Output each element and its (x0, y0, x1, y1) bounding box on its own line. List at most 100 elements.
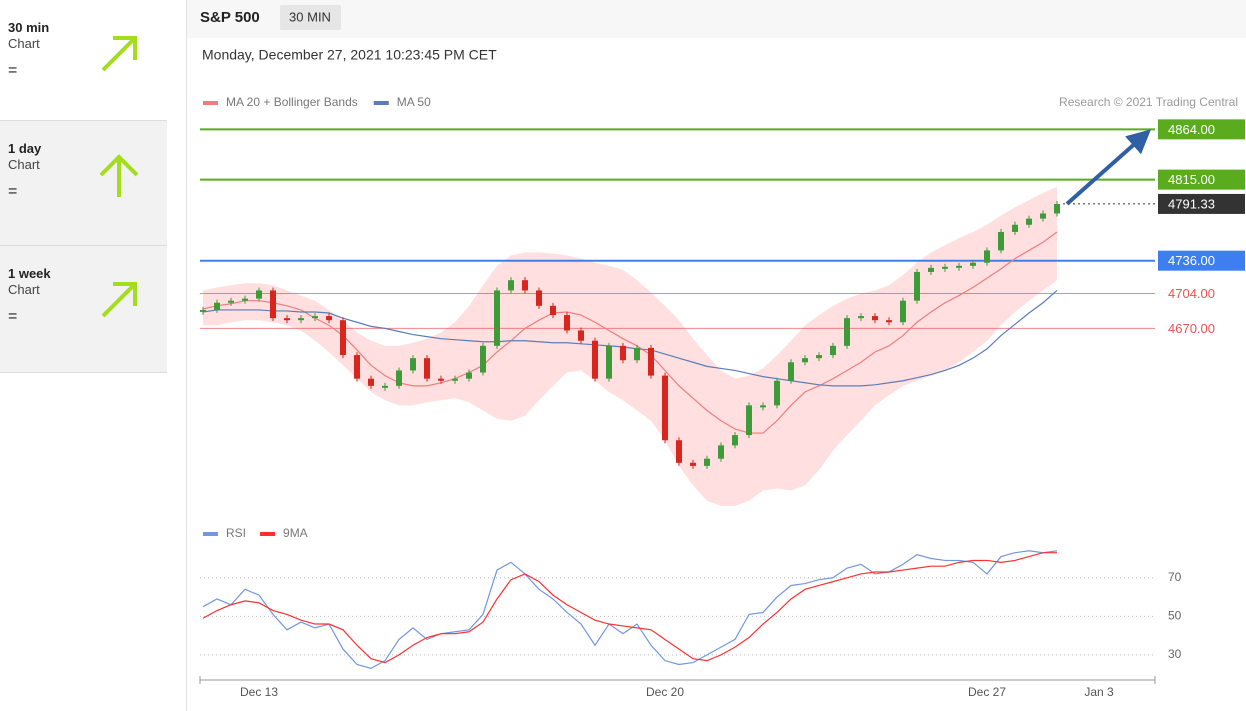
timestamp: Monday, December 27, 2021 10:23:45 PM CE… (202, 47, 497, 63)
candle (606, 345, 612, 379)
attribution: Research © 2021 Trading Central (1059, 95, 1238, 109)
legend-label: MA 20 + Bollinger Bands (226, 95, 358, 109)
level-label: 4704.00 (1168, 286, 1215, 301)
candle (480, 345, 486, 373)
timeframe-panel[interactable]: 30 min Chart = (0, 0, 167, 121)
chart-title: S&P 500 (200, 9, 260, 26)
candle (1054, 203, 1060, 214)
candle (214, 302, 220, 310)
candle (942, 266, 948, 269)
candle (564, 315, 570, 331)
level-label: 4791.33 (1168, 196, 1215, 211)
level-label: 4736.00 (1168, 253, 1215, 268)
candle (578, 330, 584, 341)
candle (550, 305, 556, 316)
legend-swatch (373, 101, 389, 105)
bollinger-band (203, 186, 1057, 506)
candle (872, 316, 878, 321)
rsi-line (202, 552, 1057, 664)
candle (774, 380, 780, 406)
candle (536, 290, 542, 306)
candle (1026, 218, 1032, 225)
candle (760, 405, 766, 408)
legend-swatch (203, 101, 218, 105)
candle (718, 445, 724, 459)
timeframe-panel[interactable]: 1 day Chart = (0, 121, 167, 246)
legend-swatch (203, 532, 218, 536)
candle (312, 316, 318, 319)
y-tick-label: 50 (1168, 608, 1182, 622)
y-tick-label: 70 (1168, 570, 1182, 584)
period: 1 day (8, 141, 42, 156)
candle (886, 320, 892, 323)
interval: 30 MIN (289, 9, 331, 24)
candle (396, 370, 402, 386)
candle (452, 378, 458, 381)
level-label: 4670.00 (1168, 321, 1215, 336)
candle (298, 318, 304, 321)
candle (662, 375, 668, 441)
candle (998, 231, 1004, 251)
candle (690, 462, 696, 466)
candle (438, 378, 444, 381)
candle (382, 385, 388, 388)
candle (466, 372, 472, 379)
candle (928, 267, 934, 272)
candle (914, 271, 920, 301)
candle (648, 347, 654, 376)
candle (620, 345, 626, 361)
level-box (1158, 119, 1245, 140)
candle (704, 458, 710, 466)
interval-badge[interactable] (280, 5, 341, 30)
candle (858, 316, 864, 319)
sidebar: 30 min Chart = 1 day Chart = 1 week Char… (0, 0, 167, 711)
candle (732, 435, 738, 446)
legend-swatch (260, 532, 276, 536)
candle (788, 362, 794, 381)
trend-arrow (101, 36, 137, 72)
status: = (8, 62, 18, 79)
candle (830, 345, 836, 356)
candle (242, 298, 248, 301)
kind: Chart (8, 157, 40, 172)
candle (410, 358, 416, 371)
legend-label: MA 50 (397, 95, 431, 109)
ma-line (202, 289, 1058, 387)
candle (676, 440, 682, 463)
candle (984, 250, 990, 263)
period: 1 week (8, 266, 51, 281)
candle (956, 265, 962, 268)
trend-arrow (99, 154, 139, 197)
candle (802, 358, 808, 363)
candle (1012, 224, 1018, 232)
candle (1040, 213, 1046, 219)
kind: Chart (8, 282, 40, 297)
candle (508, 280, 514, 291)
candle (634, 347, 640, 361)
x-tick-label: Dec 27 (968, 685, 1006, 699)
candle (494, 290, 500, 346)
candle (326, 316, 332, 321)
candle (368, 378, 374, 386)
level-box (1158, 250, 1245, 271)
candle (844, 318, 850, 346)
candle (200, 309, 206, 312)
candle (284, 318, 290, 321)
trend-arrow (101, 282, 137, 318)
status: = (8, 308, 18, 325)
candle (424, 358, 430, 379)
candle (270, 290, 276, 319)
x-tick-label: Jan 3 (1084, 685, 1114, 699)
header-bar (187, 0, 1246, 38)
projection-arrow (1065, 129, 1151, 206)
period: 30 min (8, 20, 50, 35)
timeframe-panel[interactable]: 1 week Chart = (0, 246, 167, 373)
candle (340, 320, 346, 356)
candle (522, 280, 528, 291)
divider (186, 0, 187, 711)
legend-label: 9MA (283, 526, 308, 540)
candle (900, 300, 906, 323)
level-box (1158, 169, 1245, 190)
x-tick-label: Dec 13 (240, 685, 278, 699)
